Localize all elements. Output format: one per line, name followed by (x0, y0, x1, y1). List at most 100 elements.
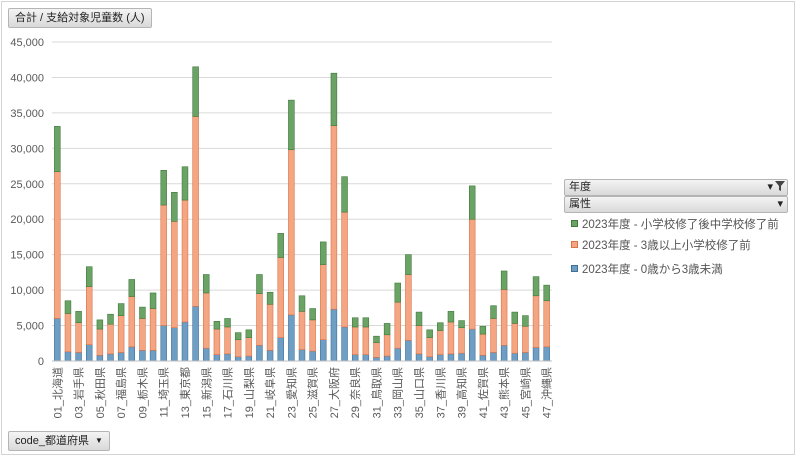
bar-segment[interactable] (309, 308, 316, 321)
bar-segment[interactable] (373, 357, 380, 362)
bar-segment[interactable] (203, 274, 210, 294)
bar-segment[interactable] (298, 349, 306, 362)
bar-segment[interactable] (532, 347, 540, 362)
bar-segment[interactable] (415, 311, 423, 326)
bar-segment[interactable] (181, 199, 189, 323)
bar-segment[interactable] (245, 337, 253, 357)
bar-segment[interactable] (341, 211, 348, 328)
bar-segment[interactable] (64, 351, 72, 362)
bar-segment[interactable] (75, 322, 82, 353)
bar-segment[interactable] (479, 355, 487, 362)
bar-segment[interactable] (543, 346, 550, 362)
bar-segment[interactable] (309, 319, 316, 352)
bar-segment[interactable] (511, 352, 518, 362)
bar-segment[interactable] (54, 126, 61, 173)
bar-segment[interactable] (415, 353, 423, 362)
bar-segment[interactable] (490, 318, 497, 353)
bar-segment[interactable] (128, 296, 136, 348)
bar-segment[interactable] (192, 306, 199, 362)
bar-segment[interactable] (543, 300, 550, 348)
bar-segment[interactable] (96, 328, 104, 356)
bar-segment[interactable] (96, 355, 104, 362)
bar-segment[interactable] (298, 311, 306, 350)
bar-segment[interactable] (224, 353, 231, 362)
bar-segment[interactable] (309, 350, 316, 362)
legend-field-year[interactable]: 年度 ▾ (564, 179, 788, 196)
bar-segment[interactable] (490, 305, 497, 319)
bar-segment[interactable] (500, 345, 508, 362)
bar-segment[interactable] (277, 257, 284, 338)
bar-segment[interactable] (107, 353, 114, 362)
bar-segment[interactable] (192, 116, 199, 307)
bar-segment[interactable] (75, 352, 82, 362)
bar-segment[interactable] (447, 311, 455, 323)
filter-icon[interactable]: ▾ (767, 180, 785, 195)
bar-segment[interactable] (256, 345, 263, 362)
bar-segment[interactable] (383, 334, 391, 357)
bar-segment[interactable] (394, 301, 401, 349)
bar-segment[interactable] (117, 352, 125, 362)
bar-segment[interactable] (405, 254, 412, 275)
bar-segment[interactable] (86, 266, 93, 287)
bar-segment[interactable] (341, 176, 348, 213)
bar-segment[interactable] (64, 313, 72, 353)
bar-segment[interactable] (288, 314, 295, 362)
bar-segment[interactable] (213, 328, 221, 355)
bar-segment[interactable] (213, 354, 221, 362)
bar-segment[interactable] (522, 325, 529, 353)
bar-segment[interactable] (171, 327, 178, 362)
bar-segment[interactable] (511, 311, 518, 324)
bar-segment[interactable] (373, 335, 380, 343)
bar-segment[interactable] (160, 170, 167, 206)
bar-segment[interactable] (468, 218, 476, 330)
chevron-down-icon[interactable]: ▾ (777, 198, 783, 210)
legend-item-junior-high[interactable]: 2023年度 - 小学校修了後中学校修了前 (571, 218, 779, 232)
bar-segment[interactable] (426, 329, 433, 338)
bar-segment[interactable] (86, 286, 93, 345)
bar-segment[interactable] (171, 221, 178, 328)
bar-segment[interactable] (171, 191, 178, 222)
bar-segment[interactable] (234, 332, 242, 341)
bar-segment[interactable] (277, 233, 284, 258)
bar-segment[interactable] (330, 125, 338, 310)
legend-field-attribute[interactable]: 属性 ▾ (564, 196, 788, 213)
bar-segment[interactable] (117, 315, 125, 353)
bar-segment[interactable] (234, 356, 242, 362)
bar-segment[interactable] (245, 329, 253, 338)
bar-segment[interactable] (415, 325, 423, 355)
bar-segment[interactable] (500, 270, 508, 290)
bar-segment[interactable] (234, 339, 242, 358)
bar-segment[interactable] (532, 276, 540, 297)
bar-segment[interactable] (64, 300, 72, 314)
bar-segment[interactable] (192, 66, 199, 117)
bar-segment[interactable] (543, 284, 550, 302)
bar-segment[interactable] (224, 318, 231, 328)
bar-segment[interactable] (288, 99, 295, 151)
bar-segment[interactable] (405, 340, 412, 362)
bar-segment[interactable] (266, 291, 274, 305)
bar-segment[interactable] (298, 295, 306, 312)
bar-segment[interactable] (86, 344, 93, 362)
bar-segment[interactable] (128, 279, 136, 297)
bar-segment[interactable] (394, 282, 401, 303)
bar-segment[interactable] (437, 330, 444, 355)
bar-segment[interactable] (458, 320, 465, 328)
bar-segment[interactable] (426, 337, 433, 358)
bar-segment[interactable] (139, 350, 146, 362)
legend-item-preschool-elementary[interactable]: 2023年度 - 3歳以上小学校修了前 (571, 239, 751, 253)
bar-segment[interactable] (256, 293, 263, 346)
bar-segment[interactable] (107, 313, 114, 325)
bar-segment[interactable] (373, 342, 380, 358)
bar-segment[interactable] (54, 171, 61, 319)
bar-segment[interactable] (213, 321, 221, 330)
bar-segment[interactable] (522, 315, 529, 327)
bar-segment[interactable] (479, 325, 487, 335)
bar-segment[interactable] (351, 326, 359, 355)
bar-segment[interactable] (351, 317, 359, 328)
bar-segment[interactable] (351, 354, 359, 362)
bar-segment[interactable] (437, 354, 444, 362)
bar-segment[interactable] (266, 303, 274, 351)
bar-segment[interactable] (362, 317, 370, 328)
bar-segment[interactable] (149, 292, 157, 309)
bar-segment[interactable] (500, 289, 508, 346)
